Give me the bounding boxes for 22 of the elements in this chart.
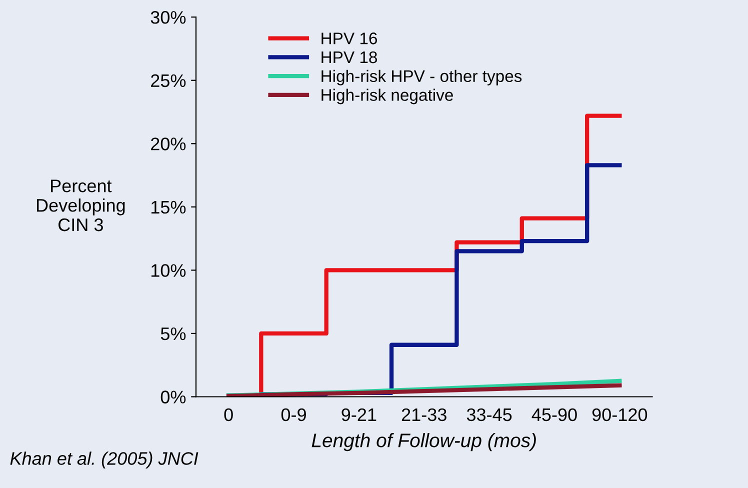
x-tick-label: 0-9: [281, 408, 306, 422]
y-tick-label: 25%: [151, 74, 186, 88]
y-tick-label: 10%: [151, 264, 186, 277]
legend-label: HPV 16: [322, 32, 377, 44]
y-axis-title: Percent Developing CIN 3: [36, 180, 125, 232]
y-tick-label: 5%: [160, 327, 186, 340]
line-series: [226, 383, 622, 397]
x-tick-label: 45-90: [532, 408, 577, 422]
legend-label: High-risk negative: [322, 88, 453, 104]
text: Khan et al. (2005) JNCI: [10, 452, 198, 468]
x-tick-label: 0: [224, 408, 233, 422]
legend-label: HPV 18: [322, 51, 378, 64]
y-tick-label: 15%: [151, 200, 186, 214]
legend-label: High-risk HPV - other types: [322, 70, 522, 86]
x-tick-label: 33-45: [466, 408, 512, 422]
y-tick-label: 0%: [160, 390, 186, 404]
y-tick-label: 20%: [151, 138, 186, 150]
y-tick-label: 30%: [150, 11, 186, 24]
x-axis-title: Length of Follow-up (mos): [312, 433, 536, 452]
x-tick-label: 90-120: [592, 408, 648, 422]
x-tick-label: 21-33: [402, 408, 446, 422]
x-tick-label: 9-21: [342, 408, 376, 422]
